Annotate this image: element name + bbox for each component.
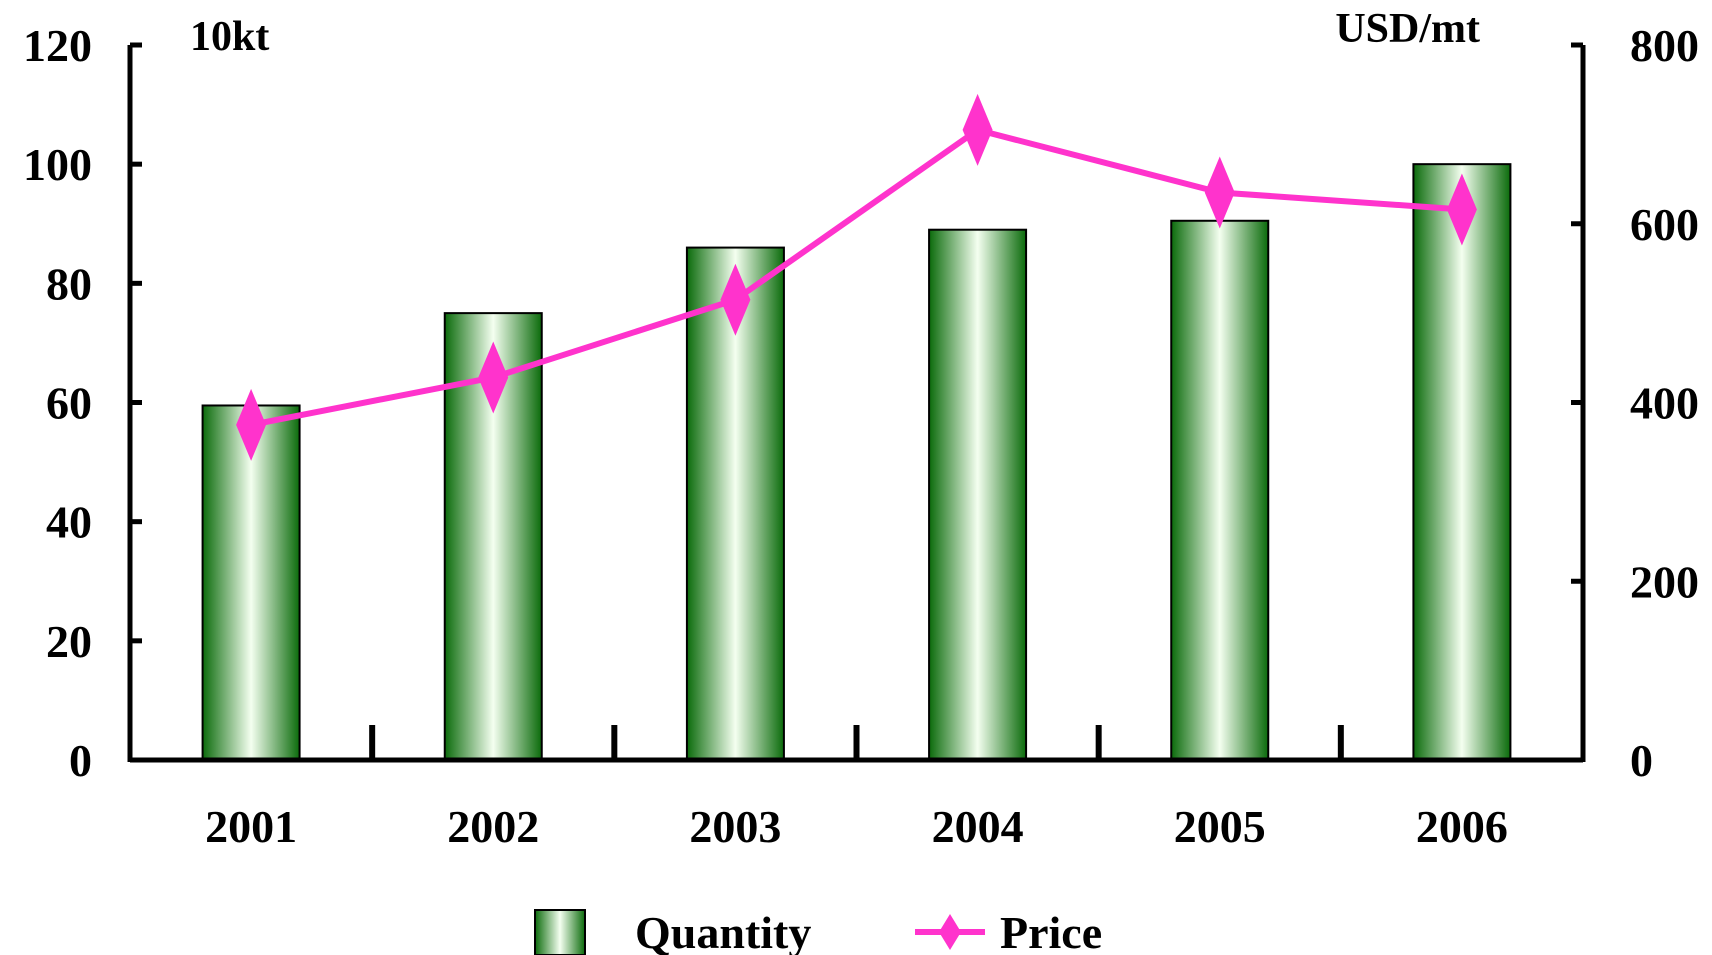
legend-quantity-swatch <box>534 909 586 955</box>
x-tick-label-2003: 2003 <box>689 801 781 852</box>
left-tick-label: 0 <box>69 735 92 786</box>
left-tick-label: 40 <box>46 497 92 548</box>
price-point-2001 <box>236 388 267 461</box>
axis-labels: 0 20 40 60 80 100 120 0 200 400 600 800 2001 2002 2003… <box>23 20 1699 852</box>
x-tick-label-2001: 2001 <box>205 801 297 852</box>
left-tick-label: 20 <box>46 616 92 667</box>
left-tick-label: 80 <box>46 258 92 309</box>
right-tick-label: 800 <box>1630 20 1699 71</box>
left-tick-label: 100 <box>23 139 92 190</box>
price-point-2006 <box>1446 173 1477 246</box>
quantity-bar-2001 <box>201 404 301 761</box>
price-line <box>250 126 1463 428</box>
price-series <box>236 93 1477 461</box>
right-tick-label: 600 <box>1630 199 1699 250</box>
right-tick-label: 0 <box>1630 735 1653 786</box>
right-axis-unit: USD/mt <box>1335 6 1480 52</box>
left-tick-label: 60 <box>46 378 92 429</box>
legend-quantity-label: Quantity <box>635 907 811 955</box>
legend: Quantity Price <box>534 907 1102 955</box>
legend-price-marker <box>939 914 961 950</box>
right-tick-label: 200 <box>1630 556 1699 607</box>
x-tick-label-2002: 2002 <box>447 801 539 852</box>
quantity-bar-2004 <box>928 228 1028 762</box>
left-axis-unit: 10kt <box>190 14 269 60</box>
price-point-2003 <box>720 263 751 336</box>
price-point-2002 <box>478 341 509 414</box>
price-point-2005 <box>1204 156 1235 229</box>
quantity-bar-2005 <box>1170 219 1270 762</box>
x-tick-label-2004: 2004 <box>932 801 1024 852</box>
quantity-bar-2006 <box>1412 163 1512 761</box>
x-tick-label-2006: 2006 <box>1416 801 1508 852</box>
right-tick-label: 400 <box>1630 378 1699 429</box>
x-tick-label-2005: 2005 <box>1174 801 1266 852</box>
left-tick-label: 120 <box>23 20 92 71</box>
axes <box>127 42 1586 763</box>
legend-price-label: Price <box>1000 907 1102 955</box>
quantity-bars <box>201 163 1512 762</box>
price-point-2004 <box>962 93 993 166</box>
